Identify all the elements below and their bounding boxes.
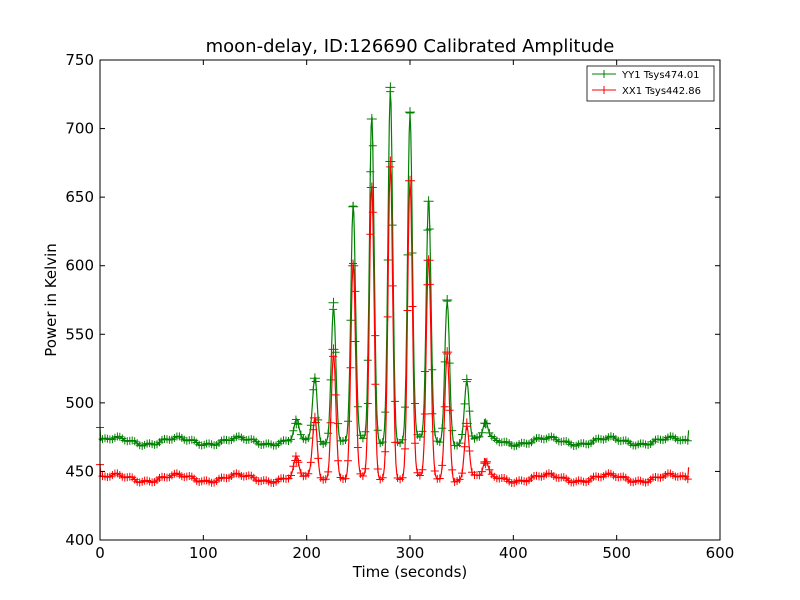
- peak-point-0-5: [389, 86, 392, 89]
- tick-layer: 0 100 200 300 400 500 600 400 450 500 550 600 650 700…: [65, 51, 734, 562]
- y-tick-label: 500: [65, 394, 94, 412]
- legend-marker-xx1: [600, 86, 608, 94]
- peak-point-1-5: [389, 160, 392, 163]
- peak-point-0-1: [314, 377, 316, 379]
- peak-point-0-0: [295, 422, 298, 425]
- peak-point-1-3: [352, 264, 354, 267]
- peak-point-0-7: [427, 200, 430, 203]
- x-axis-label: Time (seconds): [352, 563, 468, 581]
- x-tick-label: 500: [602, 544, 631, 562]
- peak-point-1-10: [484, 462, 487, 465]
- x-tick-label: 600: [706, 544, 735, 562]
- y-tick-label: 550: [65, 325, 94, 343]
- peak-point-0-2: [332, 301, 335, 304]
- peak-point-0-10: [484, 422, 487, 425]
- x-tick-label: 200: [292, 544, 321, 562]
- peak-point-0-3: [352, 205, 354, 208]
- x-tick-label: 100: [189, 544, 218, 562]
- peak-point-1-0: [295, 459, 298, 462]
- peak-point-1-7: [427, 259, 430, 262]
- plot-frame: [99, 59, 721, 541]
- y-tick-label: 450: [65, 462, 94, 480]
- y-axis-label: Power in Kelvin: [42, 243, 60, 357]
- chart-title: moon-delay, ID:126690 Calibrated Amplitu…: [206, 36, 615, 57]
- x-tick-label: 400: [499, 544, 528, 562]
- peak-point-0-6: [409, 111, 411, 113]
- y-tick-label: 400: [65, 531, 94, 549]
- series-layer: [96, 82, 692, 487]
- y-tick-label: 700: [65, 120, 94, 138]
- legend: YY1 Tsys474.01 XX1 Tsys442.86: [586, 65, 715, 102]
- x-tick-label: 300: [396, 544, 425, 562]
- peak-point-1-6: [409, 179, 411, 182]
- x-tick-label: 0: [95, 544, 105, 562]
- legend-label-xx1: XX1 Tsys442.86: [622, 86, 701, 97]
- legend-marker-yy1: [600, 70, 608, 78]
- legend-label-yy1: YY1 Tsys474.01: [621, 70, 700, 81]
- peak-point-1-4: [370, 186, 373, 189]
- y-tick-label: 650: [65, 188, 94, 206]
- peak-point-1-1: [314, 417, 316, 419]
- peak-point-1-9: [466, 422, 468, 425]
- peak-point-0-9: [466, 378, 468, 381]
- legend-box: [586, 65, 715, 102]
- peak-point-1-2: [332, 348, 335, 351]
- y-tick-label: 750: [65, 51, 94, 69]
- peak-point-0-8: [446, 299, 449, 301]
- peak-point-1-8: [446, 351, 449, 353]
- y-tick-label: 600: [65, 257, 94, 275]
- peak-point-0-4: [370, 118, 373, 120]
